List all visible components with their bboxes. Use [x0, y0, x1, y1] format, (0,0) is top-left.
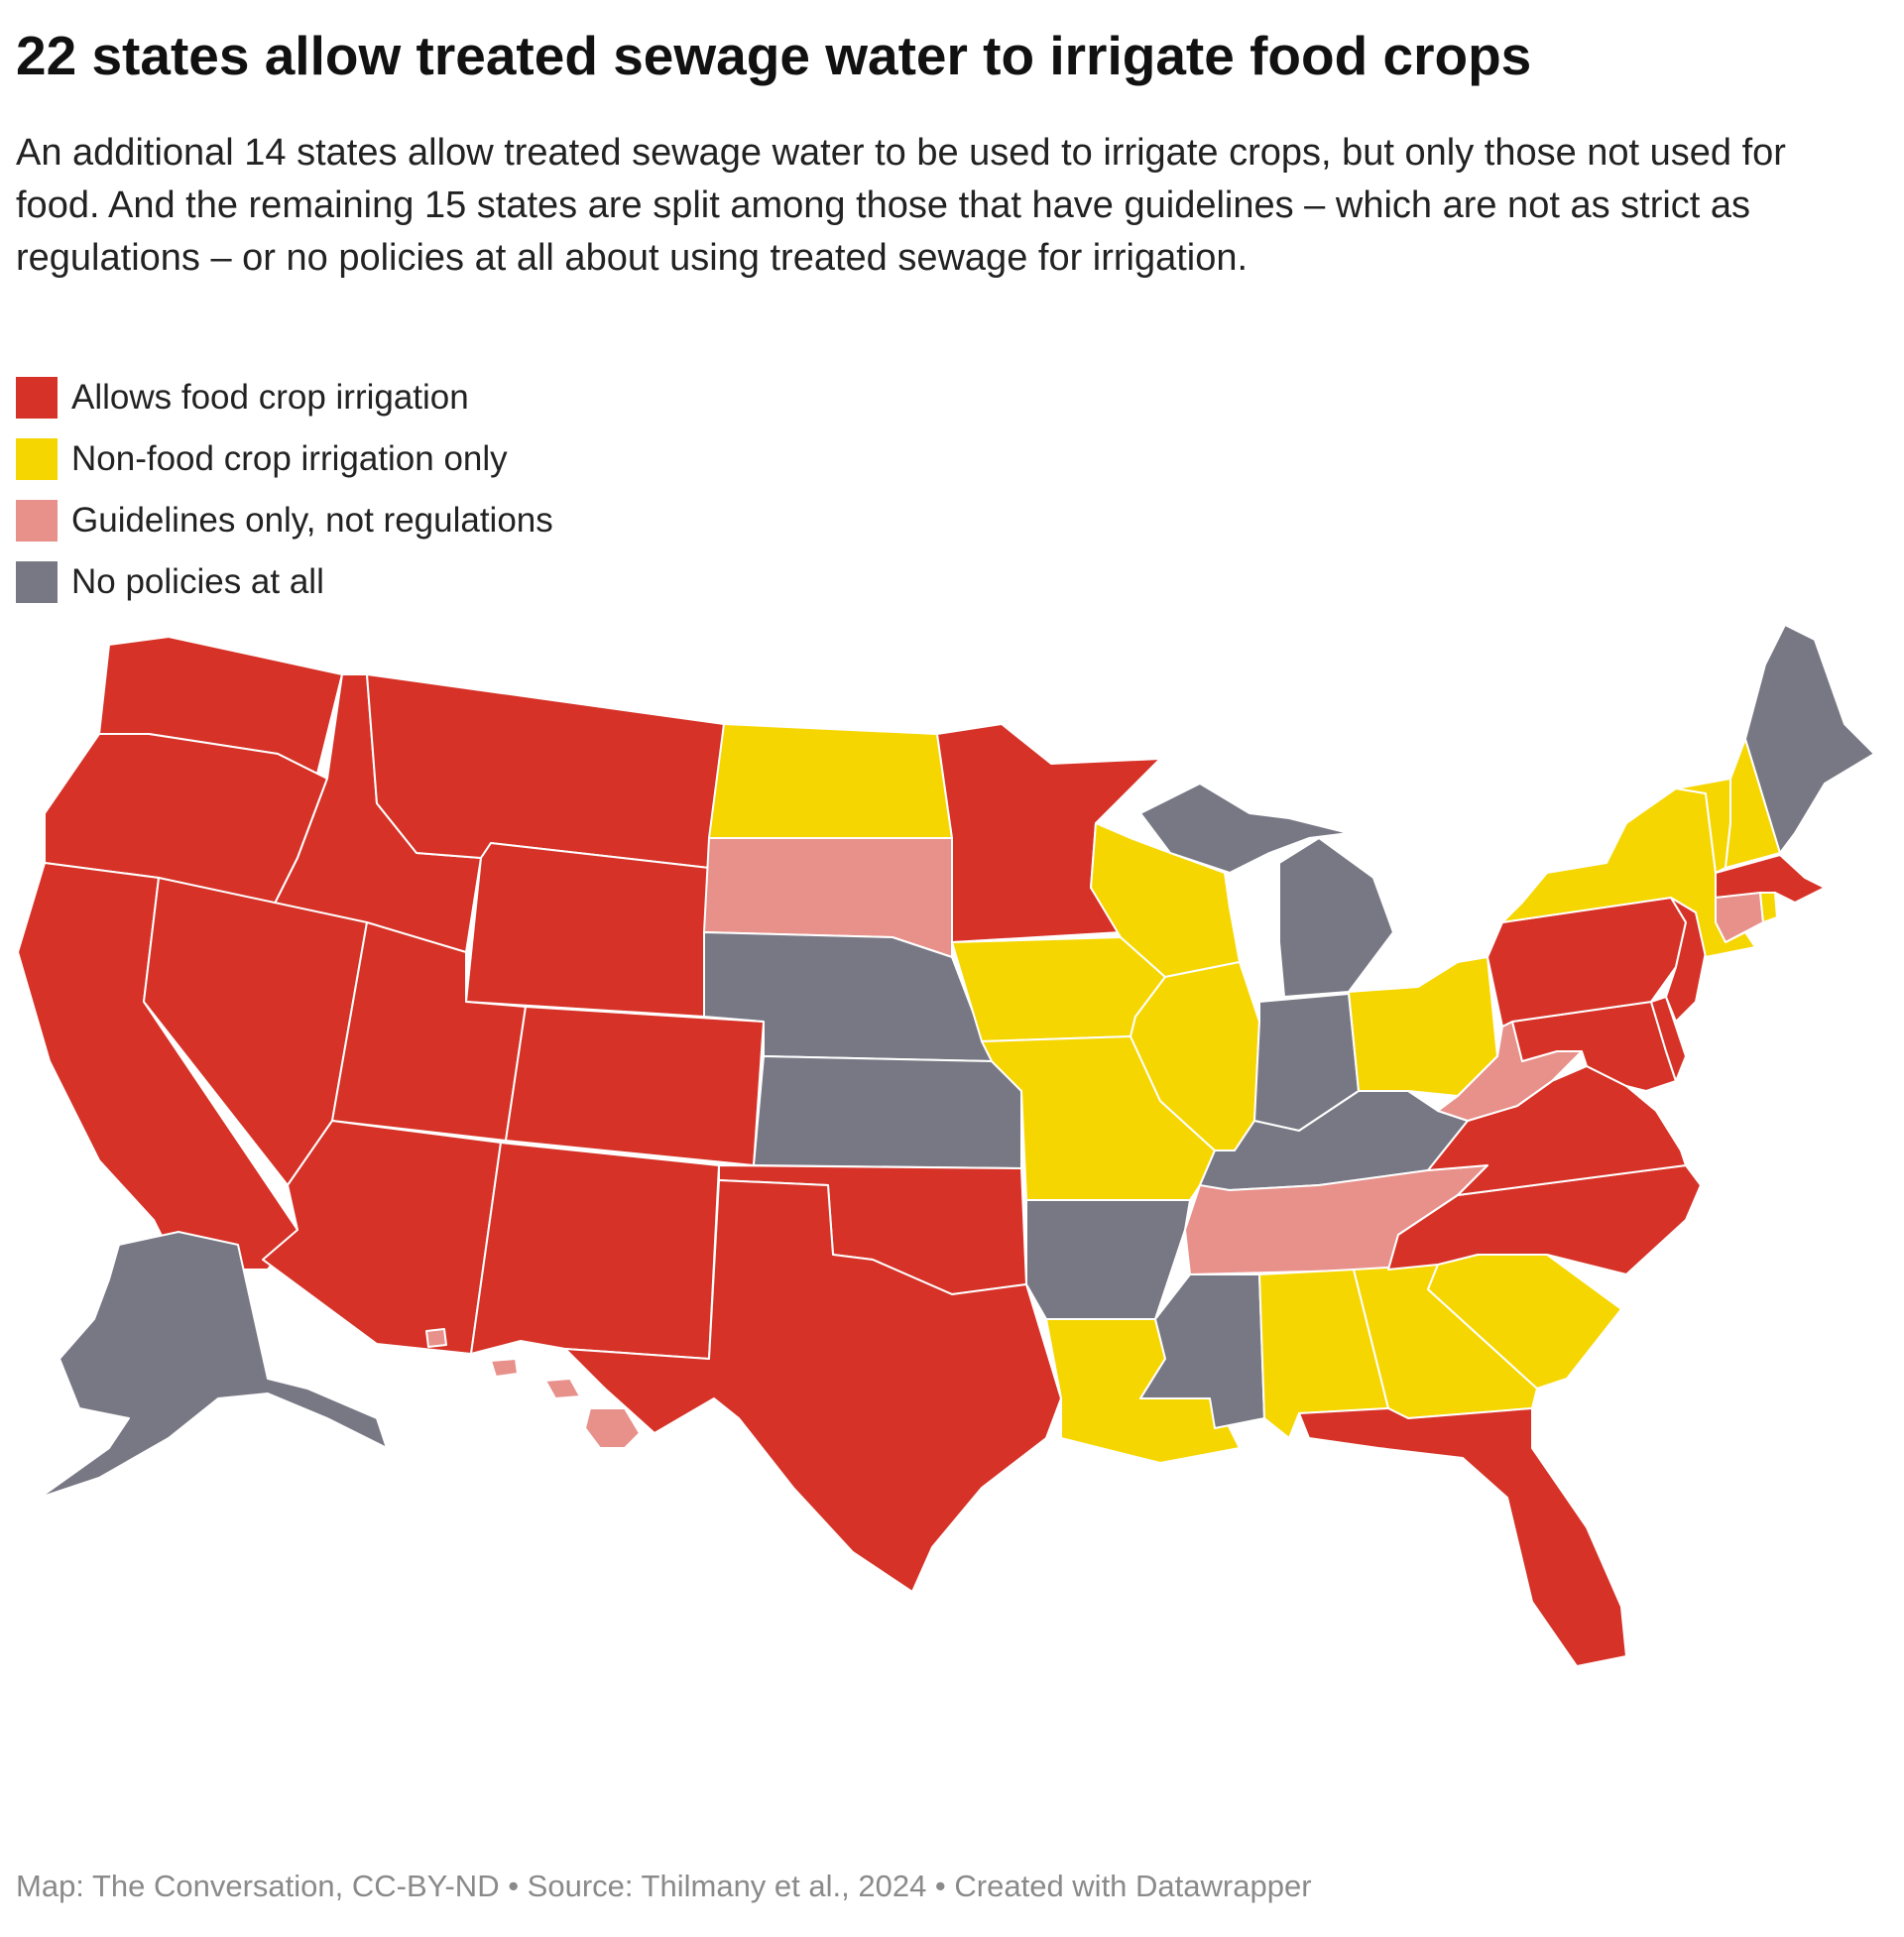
state-wi[interactable]: [1090, 822, 1241, 978]
state-fl[interactable]: [1298, 1407, 1627, 1667]
state-ar[interactable]: [1025, 1199, 1191, 1320]
state-mt[interactable]: [366, 673, 725, 869]
us-states-map: [17, 625, 1875, 1667]
legend-item-food: Allows food crop irrigation: [16, 367, 553, 428]
state-oh[interactable]: [1348, 956, 1498, 1097]
state-hi-kauai[interactable]: [425, 1328, 447, 1348]
state-hi-oahu[interactable]: [490, 1358, 519, 1378]
legend: Allows food crop irrigation Non-food cro…: [16, 367, 553, 613]
map-title: 22 states allow treated sewage water to …: [16, 25, 1532, 86]
legend-swatch-guidelines: [16, 500, 58, 542]
state-mi[interactable]: [1278, 837, 1394, 998]
map-subtitle: An additional 14 states allow treated se…: [16, 132, 1786, 279]
legend-label-guidelines: Guidelines only, not regulations: [71, 501, 553, 540]
state-hi-maui[interactable]: [544, 1378, 581, 1399]
state-hi[interactable]: [584, 1407, 641, 1449]
map-footer: Map: The Conversation, CC-BY-ND • Source…: [16, 1869, 1312, 1903]
legend-label-none: No policies at all: [71, 562, 324, 601]
state-wy[interactable]: [465, 842, 710, 1018]
state-ks[interactable]: [753, 1055, 1022, 1169]
state-ms[interactable]: [1139, 1273, 1265, 1429]
legend-label-food: Allows food crop irrigation: [71, 378, 469, 417]
state-mi-upper[interactable]: [1139, 783, 1350, 874]
legend-swatch-none: [16, 561, 58, 603]
legend-swatch-nonfood: [16, 438, 58, 480]
state-nm[interactable]: [470, 1142, 720, 1360]
legend-label-nonfood: Non-food crop irrigation only: [71, 439, 508, 478]
state-ct[interactable]: [1715, 892, 1764, 943]
state-tx[interactable]: [564, 1179, 1062, 1593]
legend-item-nonfood: Non-food crop irrigation only: [16, 428, 553, 490]
state-nh[interactable]: [1725, 738, 1781, 869]
state-co[interactable]: [505, 1006, 765, 1166]
state-ak[interactable]: [39, 1231, 388, 1499]
state-me[interactable]: [1744, 625, 1875, 854]
state-de[interactable]: [1650, 996, 1687, 1082]
legend-swatch-food: [16, 377, 58, 419]
state-ri[interactable]: [1759, 892, 1778, 923]
state-nd[interactable]: [708, 723, 953, 839]
legend-item-none: No policies at all: [16, 551, 553, 613]
legend-item-guidelines: Guidelines only, not regulations: [16, 490, 553, 551]
